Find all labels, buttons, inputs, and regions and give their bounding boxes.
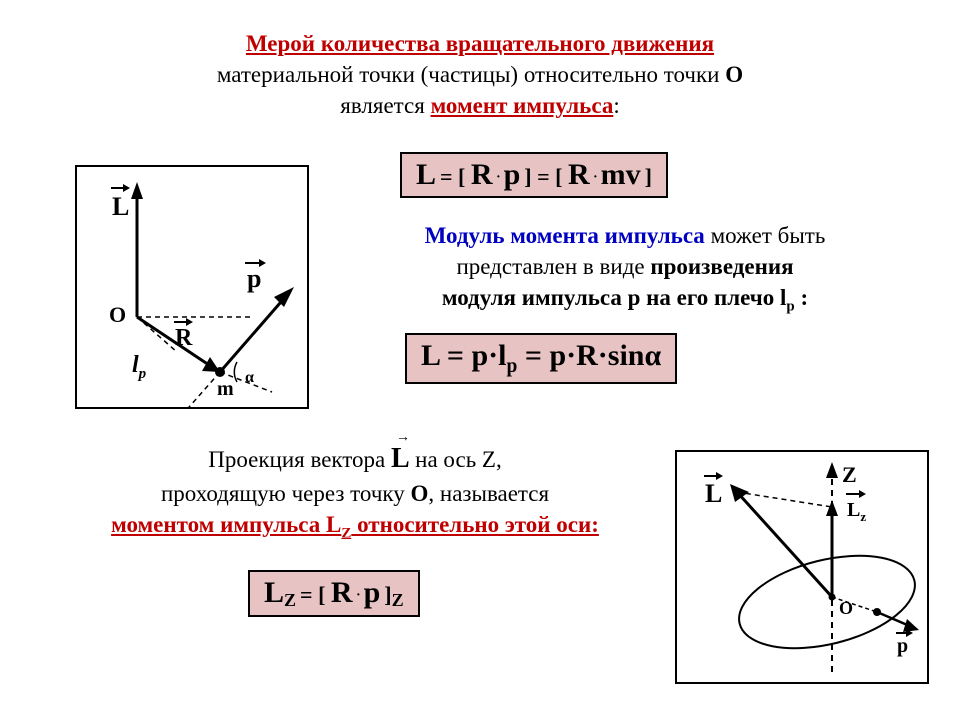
d1-m: m (217, 378, 234, 400)
title-block: Мерой количества вращательного движения … (0, 28, 960, 121)
mid-l2-b: произведения (650, 254, 793, 279)
proj-l2: проходящую через точку О, называется (55, 478, 655, 509)
proj-l1: Проекция вектора → L на ось Z, (55, 440, 655, 478)
f1-eq1: = [ (440, 164, 471, 189)
diagram1: L R p O m lp α (75, 165, 309, 409)
title-line2-a: материальной точки (частицы) относительн… (217, 62, 725, 87)
d1-L: L (112, 192, 129, 221)
proj-l3-red: моментом импульса LZ относительно этой о… (111, 512, 599, 537)
f3-eq: = [ (300, 582, 331, 607)
proj-l1-b: на ось Z, (415, 447, 502, 472)
title-line2-O: О (725, 62, 743, 87)
formula2-wrap: L = p·lp = p·R·sinα (405, 333, 677, 384)
d1-O: O (109, 302, 126, 327)
f3-z1: Z (284, 590, 296, 610)
title-line3-c: : (613, 93, 619, 118)
formula1-box: L = [ R . p ] = [ R . mv ] (400, 152, 668, 198)
mid-l3: модуля импульса p на его плечо lp : (330, 282, 920, 317)
mid-l2-a: представлен в виде (456, 254, 650, 279)
proj-l2-b: , называется (428, 481, 549, 506)
f3-dot: . (357, 585, 364, 600)
d2-p: p (897, 635, 908, 657)
mid-l1-blue: Модуль момента импульса (425, 223, 705, 248)
d2-Lz: Lz (847, 499, 866, 524)
f1-R1: R (471, 158, 493, 191)
proj-l1-L: → L (391, 443, 415, 474)
mid-l3-sub: p (786, 299, 794, 315)
f3-R: R (331, 576, 353, 609)
mid-l1: Модуль момента импульса может быть (330, 220, 920, 251)
f1-dot1: . (497, 167, 504, 182)
d2-L: L (705, 479, 722, 508)
f3-close: ] (384, 582, 391, 607)
slide: Мерой количества вращательного движения … (0, 0, 960, 720)
f2-sub: p (506, 356, 517, 377)
title-line3-b: момент импульса (431, 93, 614, 118)
mid-l2: представлен в виде произведения (330, 251, 920, 282)
mid-l3-tail: : (795, 285, 808, 310)
f1-mv: mv (601, 158, 641, 191)
d1-lp: lp (132, 352, 147, 382)
d2-Z: Z (842, 462, 857, 487)
proj-l3-red-b: относительно этой оси: (351, 512, 599, 537)
title-line3: является момент импульса: (0, 90, 960, 121)
title-line3-a: является (340, 93, 430, 118)
formula2-box: L = p·lp = p·R·sinα (405, 333, 677, 384)
proj-l3: моментом импульса LZ относительно этой о… (55, 509, 655, 544)
formula3-wrap: LZ = [ R . p ]Z (248, 570, 420, 617)
f1-dot2: . (594, 167, 601, 182)
proj-l2-a: проходящую через точку (161, 481, 411, 506)
proj-l3-sub: Z (341, 525, 351, 541)
f1-mid: ] = [ (524, 164, 568, 189)
d1-R: R (175, 325, 193, 351)
title-line1: Мерой количества вращательного движения (0, 28, 960, 59)
mid-l3-a: модуля импульса p на его плечо l (442, 285, 787, 310)
mid-l1-b: может быть (705, 223, 826, 248)
title-part1: Мерой количества вращательного движения (246, 31, 714, 56)
mid-text: Модуль момента импульса может быть предс… (330, 220, 920, 317)
formula1-wrap: L = [ R . p ] = [ R . mv ] (400, 152, 668, 198)
f2-a: L = p·l (421, 339, 506, 372)
f1-p: p (504, 158, 521, 191)
proj-l1-a: Проекция вектора (208, 447, 391, 472)
title-line2: материальной точки (частицы) относительн… (0, 59, 960, 90)
f2-mid: = p·R·sin (517, 339, 644, 372)
f3-z2: Z (392, 590, 404, 610)
f1-L: L (416, 158, 436, 191)
formula3-box: LZ = [ R . p ]Z (248, 570, 420, 617)
f3-p: p (364, 576, 381, 609)
d1-alpha: α (245, 369, 254, 386)
f3-L: L (264, 576, 284, 609)
f1-close: ] (645, 164, 652, 189)
diagram2: Z O L Lz p (675, 450, 929, 684)
d1-p: p (247, 264, 261, 293)
proj-l3-red-a: моментом импульса L (111, 512, 341, 537)
proj-l2-O: О (411, 481, 429, 506)
f1-R2: R (568, 158, 590, 191)
f2-alpha: α (645, 339, 662, 372)
proj-text: Проекция вектора → L на ось Z, проходящу… (55, 440, 655, 544)
